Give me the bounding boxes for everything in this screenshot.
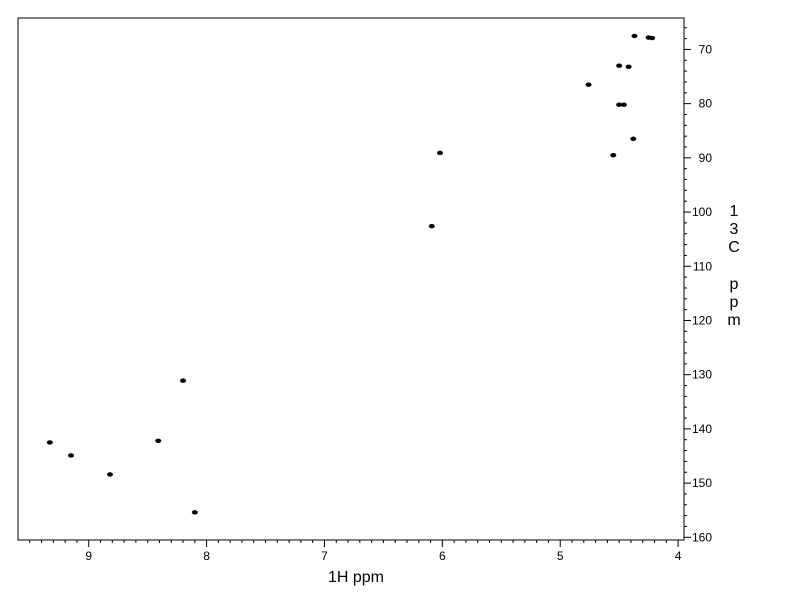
x-minor-ticks [29,540,667,543]
x-tick-label: 8 [203,549,210,563]
y-tick-label: 100 [692,205,712,219]
cross-peak [625,64,632,69]
cross-peak [68,453,75,458]
y-tick-label: 90 [699,151,713,165]
y-tick-label: 70 [699,42,713,56]
cross-peak [616,63,623,68]
y-axis-title-char: 1 [730,203,739,220]
y-tick-label: 80 [699,97,713,111]
cross-peak [585,82,592,87]
cross-peak [106,472,113,477]
plot-frame [17,17,685,541]
y-tick-label: 120 [692,313,712,327]
y-axis-title-char: p [730,294,739,311]
x-tick-label: 9 [85,549,92,563]
x-axis-title: 1H ppm [328,569,384,586]
cross-peak [180,378,187,383]
x-tick-label: 6 [439,549,446,563]
cross-peak [649,35,656,41]
y-axis-title-char: 3 [730,221,739,238]
y-major-ticks: 70 80 90 100 110 120 130 140 150 160 [684,42,712,544]
y-axis-title-char: p [730,276,739,293]
x-tick-label: 4 [675,549,682,563]
y-axis-title-char: m [727,312,740,329]
y-axis-title-char: C [728,239,740,256]
cross-peak [610,152,617,158]
y-tick-label: 150 [692,476,712,490]
cross-peak [620,102,627,107]
x-major-ticks: 9 8 7 6 5 4 [85,540,682,563]
x-tick-label: 5 [557,549,564,563]
cross-peak [155,438,162,444]
y-tick-label: 140 [692,422,712,436]
cross-peak [191,510,198,515]
y-tick-label: 130 [692,368,712,382]
y-tick-label: 110 [693,259,712,273]
cross-peak [46,440,53,445]
cross-peak [631,33,638,39]
cross-peak [616,102,623,107]
cross-peaks [46,33,656,515]
cross-peak [428,223,435,229]
y-tick-label: 160 [692,530,712,544]
cross-peak [630,136,637,142]
cross-peak [436,150,443,156]
y-minor-ticks [684,27,687,527]
x-tick-label: 7 [321,549,328,563]
